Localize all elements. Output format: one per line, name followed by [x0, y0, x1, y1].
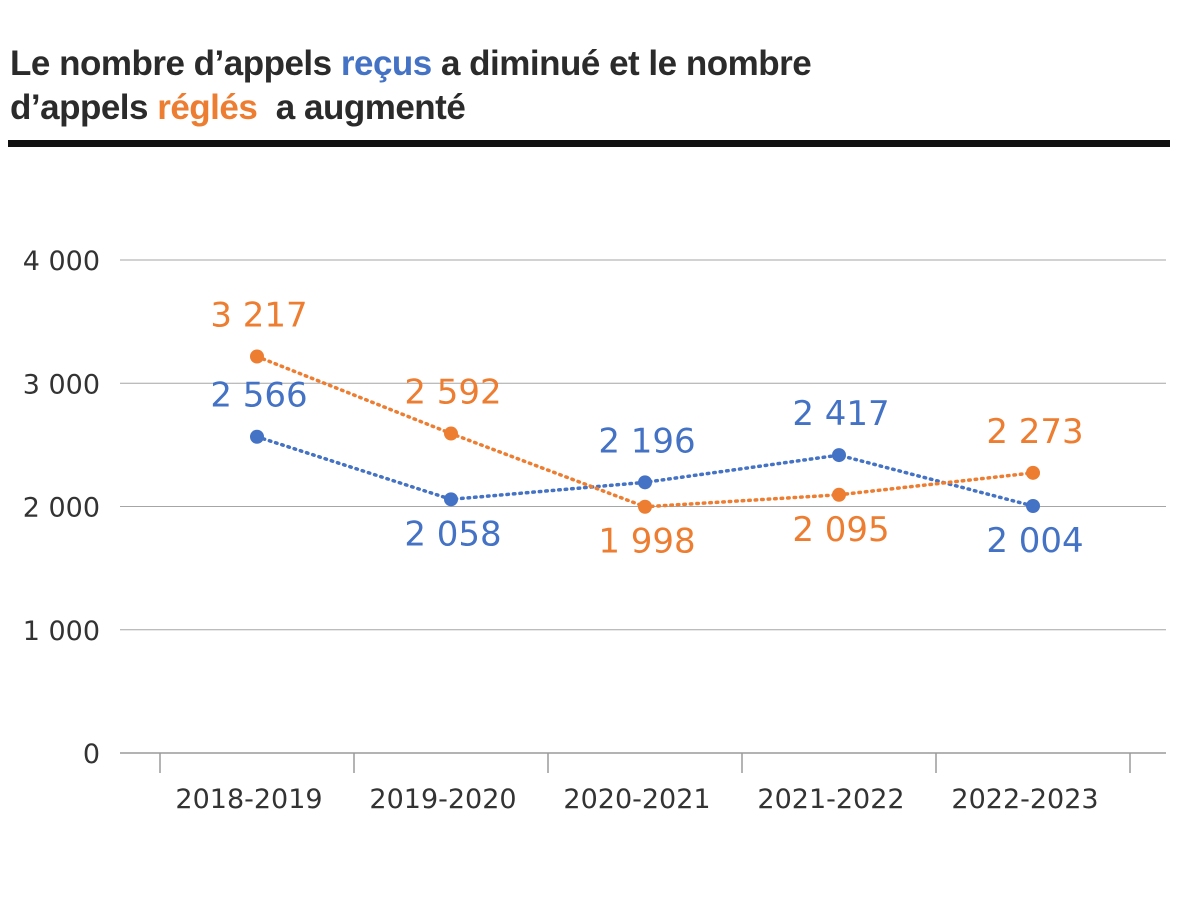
- y-tick-label: 4 000: [23, 246, 100, 277]
- data-point-regles: [250, 349, 264, 364]
- data-label-regles: 2 273: [986, 412, 1083, 452]
- data-point-recus: [444, 492, 458, 507]
- data-label-regles: 2 592: [404, 373, 501, 413]
- data-label-recus: 2 566: [210, 376, 307, 416]
- data-point-regles: [1026, 465, 1040, 480]
- axes: 0 1 000 2 000 3 000 4 000 2018-2019 2019-2020 2…: [23, 246, 1131, 815]
- data-labels: 2 566 2 058 2 196 2 417 2 004 3 217 2 592 1 998…: [210, 296, 1083, 562]
- title-keyword-series-0: reçus: [340, 44, 432, 83]
- data-point-regles: [832, 487, 846, 502]
- title-text: a augmenté: [257, 88, 466, 127]
- data-point-recus: [832, 448, 846, 463]
- y-tick-label: 3 000: [23, 369, 100, 400]
- title-rule: [8, 140, 1170, 147]
- data-label-recus: 2 196: [598, 421, 695, 461]
- chart-title: Le nombre d’appels reçus a diminué et le…: [10, 42, 1110, 130]
- x-tick-label: 2018-2019: [175, 784, 322, 815]
- title-text: Le nombre d’appels: [10, 44, 341, 83]
- series-lines: [250, 349, 1040, 514]
- data-point-recus: [638, 475, 652, 490]
- x-tick-label: 2021-2022: [757, 784, 904, 815]
- y-tick-label: 2 000: [23, 493, 100, 524]
- data-label-regles: 1 998: [598, 522, 695, 562]
- data-label-regles: 2 095: [792, 510, 889, 550]
- x-tick-label: 2020-2021: [563, 784, 710, 815]
- data-point-recus: [250, 429, 264, 444]
- data-label-recus: 2 004: [986, 521, 1083, 561]
- data-label-recus: 2 417: [792, 394, 889, 434]
- x-tick-label: 2022-2023: [951, 784, 1098, 815]
- y-tick-label: 0: [83, 739, 100, 770]
- y-tick-label: 1 000: [23, 616, 100, 647]
- title-keyword-series-1: réglés: [157, 88, 258, 127]
- title-text: a diminué et le nombre d’appels: [10, 44, 812, 127]
- x-tick-label: 2019-2020: [369, 784, 516, 815]
- data-point-regles: [444, 426, 458, 441]
- data-label-regles: 3 217: [210, 296, 307, 336]
- data-point-regles: [638, 499, 652, 514]
- data-point-recus: [1026, 499, 1040, 514]
- data-label-recus: 2 058: [404, 514, 501, 554]
